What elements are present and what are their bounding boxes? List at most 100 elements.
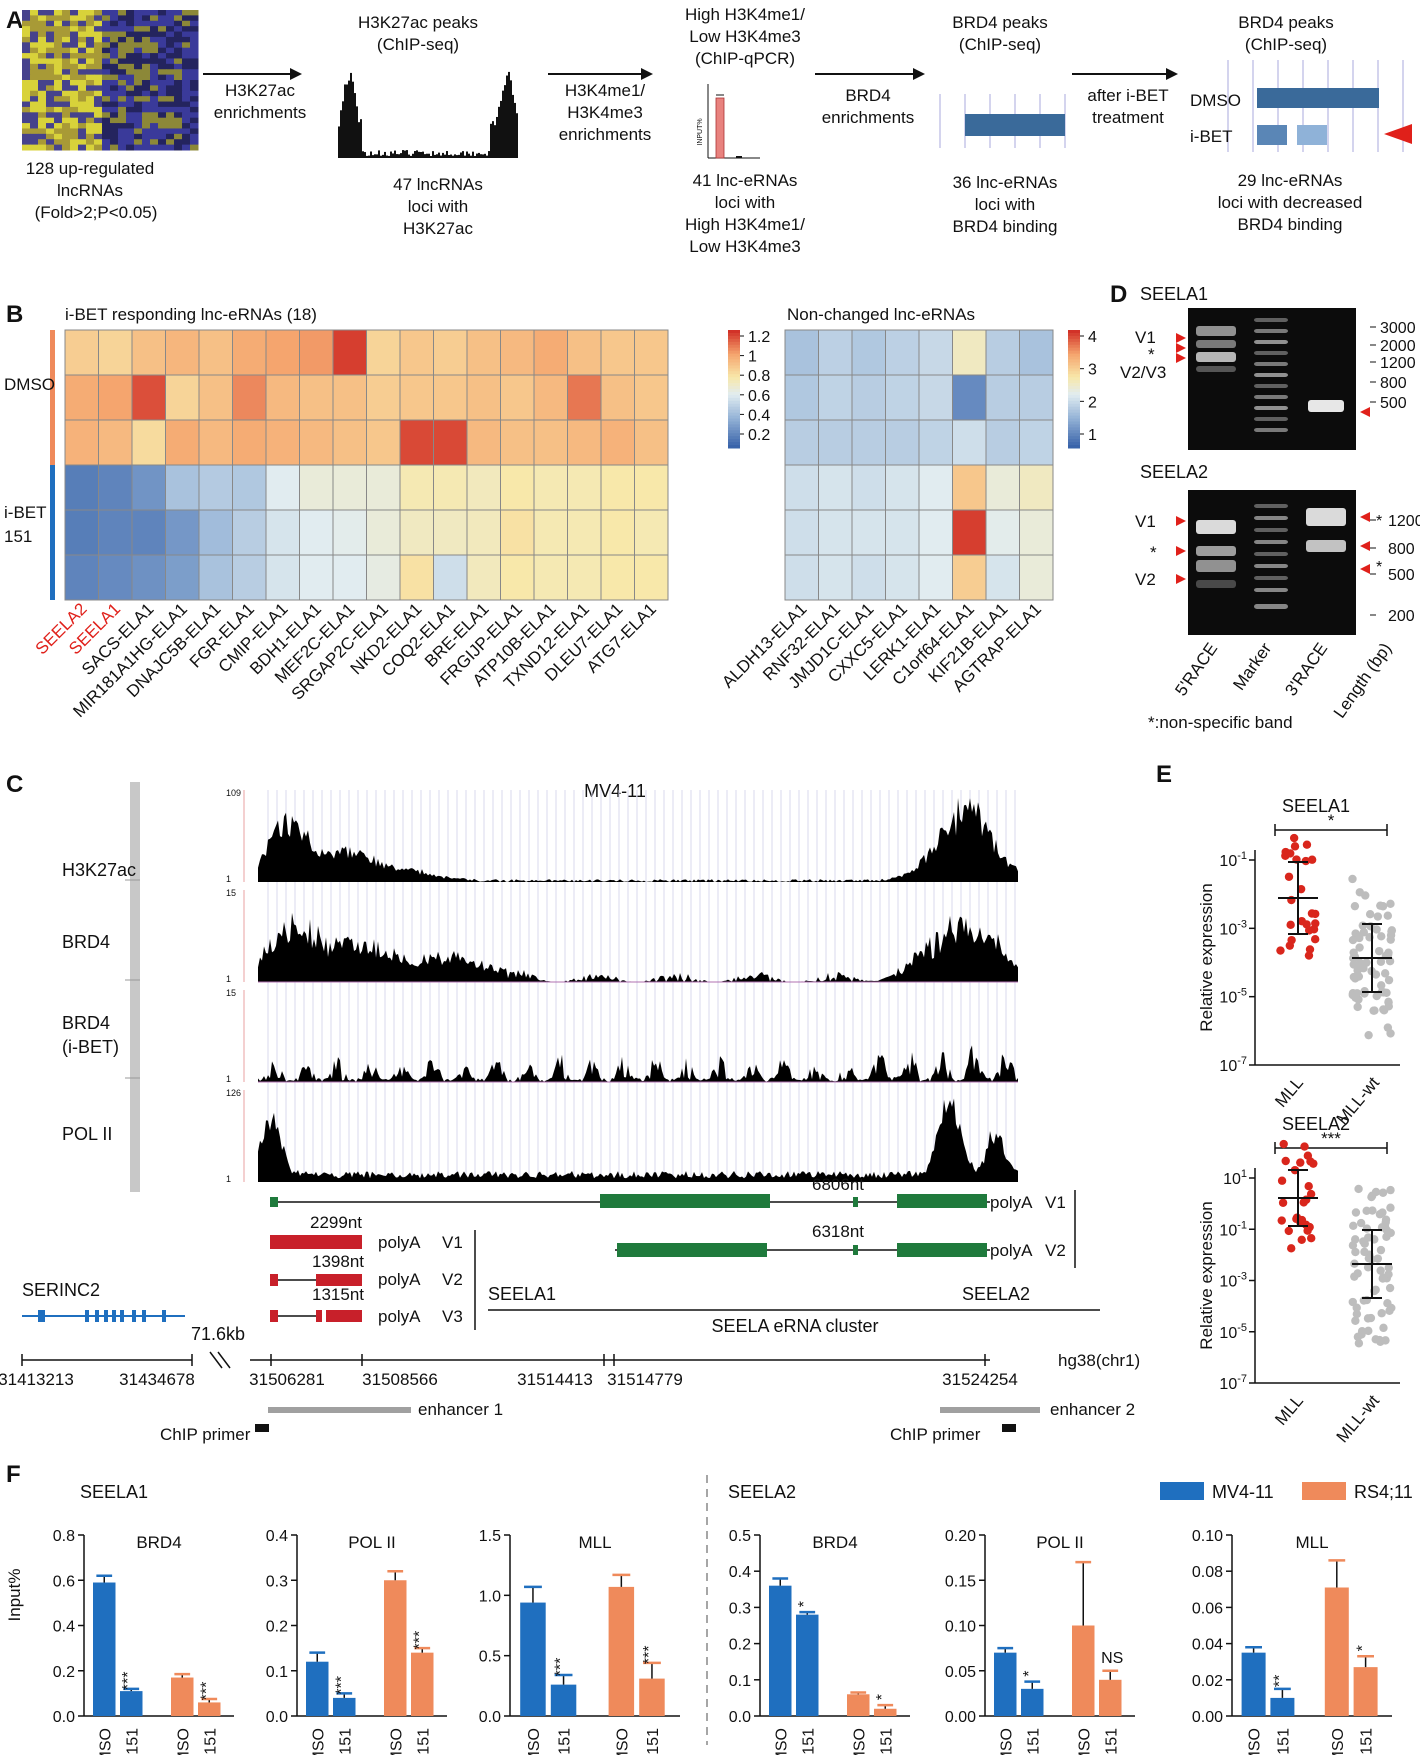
axis-break — [217, 1351, 231, 1369]
heatmap-cell — [38, 96, 47, 103]
data-point — [1305, 945, 1315, 954]
heatmap-cell — [190, 123, 199, 129]
heatmap-cell — [30, 10, 39, 16]
bar — [1241, 1652, 1266, 1716]
heatmap-cell — [299, 374, 334, 421]
exon — [95, 1310, 99, 1322]
peak-bar — [486, 155, 488, 158]
heatmap-cell — [182, 15, 191, 22]
enhancer-1-bar — [268, 1407, 411, 1413]
heatmap-cell — [54, 123, 63, 129]
heatmap-cell — [533, 509, 568, 556]
heatmap-cell — [86, 31, 95, 38]
heatmap-cell — [174, 53, 183, 59]
heatmap-cell — [190, 90, 199, 97]
heatmap-cell — [54, 20, 63, 27]
heatmap-cell — [78, 36, 87, 43]
heatmap-cell — [38, 101, 47, 108]
heatmap-cell — [134, 85, 143, 92]
heatmap-cell — [567, 509, 602, 556]
scale-step — [728, 368, 740, 372]
gel-band — [1254, 373, 1288, 377]
heatmap-cell — [134, 90, 143, 97]
heatmap-cell — [533, 554, 568, 601]
heatmap-cell — [102, 58, 111, 65]
bar — [608, 1586, 635, 1716]
heatmap-cell — [399, 329, 434, 376]
band-label: V2 — [1135, 570, 1156, 589]
step-text: BRD4 binding — [953, 217, 1058, 236]
heatmap-cell — [38, 63, 47, 70]
heatmap-cell — [885, 374, 920, 421]
heatmap-cell — [918, 554, 953, 601]
scale-step — [1068, 397, 1080, 402]
peak-bar — [384, 151, 386, 158]
data-point — [1384, 975, 1394, 985]
exon — [270, 1235, 362, 1249]
x-tick-label: DMSO — [1330, 1728, 1347, 1755]
data-point — [1348, 1297, 1357, 1307]
heatmap-cell — [86, 90, 95, 97]
heatmap-cell — [150, 144, 159, 151]
gel-band — [1254, 428, 1288, 432]
scale-tick-label: 1 — [1088, 427, 1097, 444]
heatmap-cell — [150, 112, 159, 119]
heatmap-cell — [784, 374, 819, 421]
peak-bar — [346, 84, 348, 158]
peak-bar — [508, 71, 510, 158]
heatmap-cell — [165, 464, 200, 511]
heatmap-cell — [30, 80, 39, 86]
scale-tick-label: 1.2 — [748, 329, 770, 346]
heatmap-cell — [784, 419, 819, 466]
heatmap-cell — [78, 96, 87, 103]
bar — [333, 1697, 356, 1716]
heatmap-cell — [86, 128, 95, 135]
step-title: Low H3K4me3 — [689, 27, 801, 46]
track-scale-max: 15 — [226, 888, 236, 898]
heatmap-cell — [142, 85, 151, 92]
scale-step — [728, 439, 740, 443]
bar — [120, 1691, 143, 1716]
heatmap-cell — [166, 31, 175, 38]
heatmap-cell — [634, 554, 669, 601]
heatmap-cell — [38, 74, 47, 81]
heatmap-cell — [142, 139, 151, 146]
heatmap-cell — [142, 101, 151, 108]
heatmap-cell — [784, 329, 819, 376]
heatmap-cell — [38, 20, 47, 27]
heatmap-cell — [30, 106, 39, 113]
exon — [270, 1197, 278, 1207]
heatmap-cell — [634, 509, 669, 556]
heatmap-cell — [30, 90, 39, 97]
heatmap-cell — [22, 133, 31, 140]
heatmap-cell — [54, 69, 63, 76]
x-tick-label: DMSO — [1076, 1728, 1093, 1755]
heatmap-cell — [166, 90, 175, 97]
data-point — [1376, 1245, 1386, 1255]
gap-label: 71.6kb — [191, 1324, 245, 1344]
heatmap-cell — [126, 58, 135, 65]
heatmap-cell — [46, 10, 55, 16]
step-arrow-head — [1166, 68, 1178, 80]
peak-bar — [480, 154, 482, 158]
heatmap-cell — [158, 90, 167, 97]
heatmap-cell — [182, 123, 191, 129]
heatmap-cell — [102, 47, 111, 54]
heatmap-cell — [134, 69, 143, 76]
heatmap-cell — [102, 26, 111, 33]
data-point — [1309, 1159, 1318, 1168]
heatmap-cell — [30, 133, 39, 140]
heatmap-cell — [182, 101, 191, 108]
signal-profile — [258, 1045, 1018, 1082]
heatmap-cell — [30, 139, 39, 146]
scale-step — [1068, 383, 1080, 387]
heatmap-title: Non-changed lnc-eRNAs — [787, 305, 975, 324]
heatmap-cell — [118, 85, 127, 92]
track-scale-min: 1 — [226, 974, 231, 984]
heatmap-cell — [433, 419, 468, 466]
step-text: 29 lnc-eRNAs — [1238, 171, 1343, 190]
